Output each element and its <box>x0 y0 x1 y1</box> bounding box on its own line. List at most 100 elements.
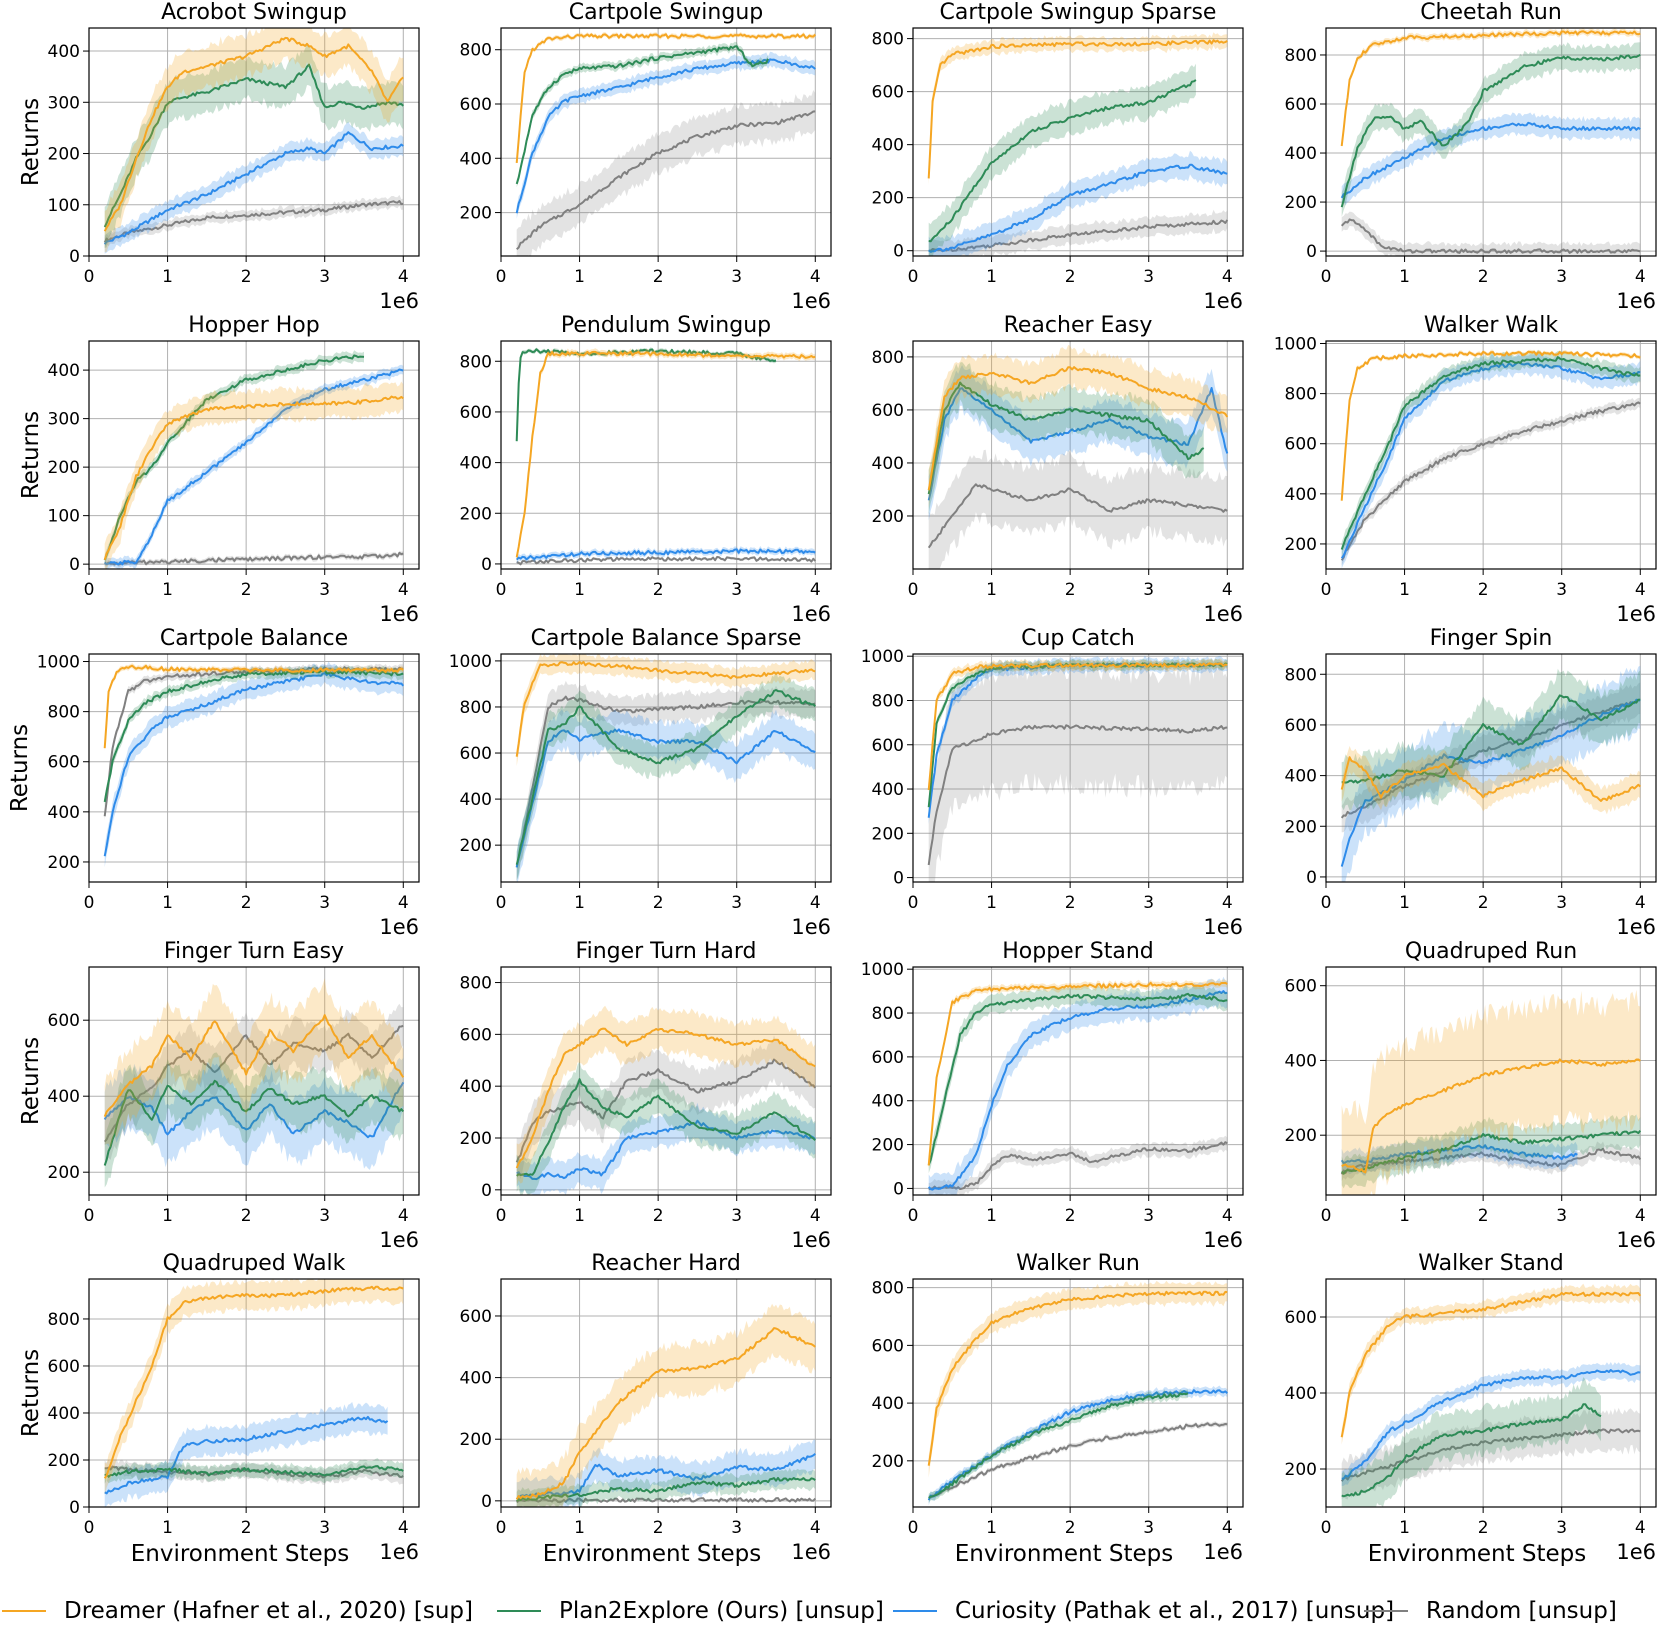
x-axis-label: Environment Steps <box>955 1541 1174 1567</box>
y-tick-label: 400 <box>48 1087 80 1107</box>
x-tick-label: 1 <box>1399 580 1410 600</box>
series-band-curiosity <box>928 655 1228 825</box>
x-tick-label: 2 <box>1065 580 1076 600</box>
x-tick-label: 1 <box>1399 893 1410 913</box>
legend-swatch-plan2explore <box>497 1610 541 1612</box>
series-line-curiosity <box>927 990 1228 1191</box>
y-tick-label: 600 <box>1285 95 1317 115</box>
chart-title: Finger Spin <box>1430 626 1553 651</box>
plot-area <box>1340 28 1641 256</box>
x-tick-label: 2 <box>1478 1518 1489 1538</box>
plot-frame <box>88 27 420 257</box>
x-tick-label: 3 <box>1143 893 1154 913</box>
y-tick-label: 800 <box>1285 665 1317 685</box>
x-tick-label: 3 <box>319 1518 330 1538</box>
legend-label-curiosity: Curiosity (Pathak et al., 2017) [unsup] <box>955 1598 1395 1624</box>
plot-frame <box>500 966 832 1196</box>
y-tick-label: 0 <box>481 1181 492 1201</box>
y-tick-label: 200 <box>1285 1460 1317 1480</box>
y-tick-label: 400 <box>872 780 904 800</box>
y-tick-label: 400 <box>460 149 492 169</box>
series-band-dreamer <box>928 1280 1228 1478</box>
y-tick-label: 0 <box>481 555 492 575</box>
series-band-dreamer <box>516 1005 816 1186</box>
series-line-random <box>103 1024 404 1143</box>
series-band-dreamer <box>104 381 404 569</box>
y-tick-label: 0 <box>1306 242 1317 262</box>
y-tick-label: 800 <box>872 348 904 368</box>
subplot-15: 0 1 2 3 4 0 200 400 600 800 1000 1e6 Hopper Stand <box>861 939 1244 1252</box>
y-tick-label: 600 <box>48 753 80 773</box>
series-band-plan2explore <box>104 43 404 248</box>
y-tick-label: 0 <box>1306 868 1317 888</box>
chart-title: Acrobot Swingup <box>161 0 347 25</box>
x-offset-label: 1e6 <box>379 1540 419 1564</box>
plot-area <box>1340 989 1642 1195</box>
series-band-plan2explore <box>516 1467 816 1507</box>
series-line-dreamer <box>103 664 404 749</box>
series-line-dreamer <box>1340 1291 1642 1438</box>
plot-area <box>515 654 816 882</box>
x-tick-label: 3 <box>1556 893 1567 913</box>
chart-title: Cartpole Swingup <box>569 0 763 25</box>
series-line-dreamer <box>1340 30 1641 147</box>
series-band-dreamer <box>104 978 404 1148</box>
plot-frame <box>88 966 420 1196</box>
x-offset-label: 1e6 <box>1203 1228 1243 1252</box>
subplot-18: 0 1 2 3 4 0 200 400 600 1e6 Reacher Hard Environmen… <box>460 1251 832 1567</box>
x-tick-label: 4 <box>1635 1518 1646 1538</box>
y-tick-label: 1000 <box>37 653 80 673</box>
y-tick-label: 200 <box>872 189 904 209</box>
series-line-curiosity <box>928 163 1228 253</box>
series-line-random <box>104 551 404 566</box>
series-line-dreamer <box>103 395 404 561</box>
y-tick-label: 600 <box>460 95 492 115</box>
x-tick-label: 3 <box>319 893 330 913</box>
plot-area <box>515 1303 817 1507</box>
y-tick-label: 200 <box>1285 193 1317 213</box>
legend-label-plan2explore: Plan2Explore (Ours) [unsup] <box>559 1598 884 1624</box>
plot-frame <box>1325 653 1657 883</box>
plot-area <box>103 28 404 254</box>
x-tick-label: 0 <box>496 580 507 600</box>
x-tick-label: 0 <box>908 1518 919 1538</box>
subplot-12: 0 1 2 3 4 0 200 400 600 800 1e6 Finger Spin <box>1285 626 1657 939</box>
x-tick-label: 3 <box>1556 1206 1567 1226</box>
x-axis-label: Environment Steps <box>1368 1541 1587 1567</box>
series-band-plan2explore <box>1341 1377 1601 1507</box>
series-line-random <box>927 724 1228 866</box>
x-tick-label: 2 <box>653 580 664 600</box>
x-tick-label: 4 <box>1635 580 1646 600</box>
plot-frame <box>1325 966 1657 1196</box>
x-tick-label: 2 <box>241 893 252 913</box>
y-tick-label: 600 <box>872 1336 904 1356</box>
series-line-curiosity <box>1340 361 1641 559</box>
series-band-random <box>1341 682 1641 833</box>
series-band-curiosity <box>928 365 1228 521</box>
subplot-20: 0 1 2 3 4 200 400 600 1e6 Walker Stand Environment… <box>1285 1251 1657 1567</box>
plot-area <box>927 976 1228 1195</box>
y-axis-label: Returns <box>18 98 44 186</box>
y-tick-label: 400 <box>1285 767 1317 787</box>
plot-area <box>515 32 817 256</box>
x-tick-label: 2 <box>1065 267 1076 287</box>
x-tick-label: 2 <box>653 267 664 287</box>
y-tick-label: 200 <box>460 1430 492 1450</box>
x-tick-label: 0 <box>908 580 919 600</box>
subplot-6: 0 1 2 3 4 0 200 400 600 800 1e6 Pendulum Swingup <box>460 313 832 626</box>
y-tick-label: 400 <box>872 454 904 474</box>
x-tick-label: 0 <box>84 267 95 287</box>
x-tick-label: 0 <box>1321 893 1332 913</box>
x-tick-label: 1 <box>574 580 585 600</box>
y-tick-label: 600 <box>460 1307 492 1327</box>
y-axis-label: Returns <box>18 411 44 499</box>
y-tick-label: 200 <box>1285 535 1317 555</box>
series-band-plan2explore <box>928 984 1228 1174</box>
x-tick-label: 0 <box>908 267 919 287</box>
legend-swatch-dreamer <box>2 1610 46 1612</box>
y-tick-label: 400 <box>1285 144 1317 164</box>
chart-title: Quadruped Walk <box>163 1251 346 1276</box>
series-band-curiosity <box>928 150 1228 256</box>
series-band-random <box>928 658 1228 882</box>
x-tick-label: 0 <box>84 1206 95 1226</box>
